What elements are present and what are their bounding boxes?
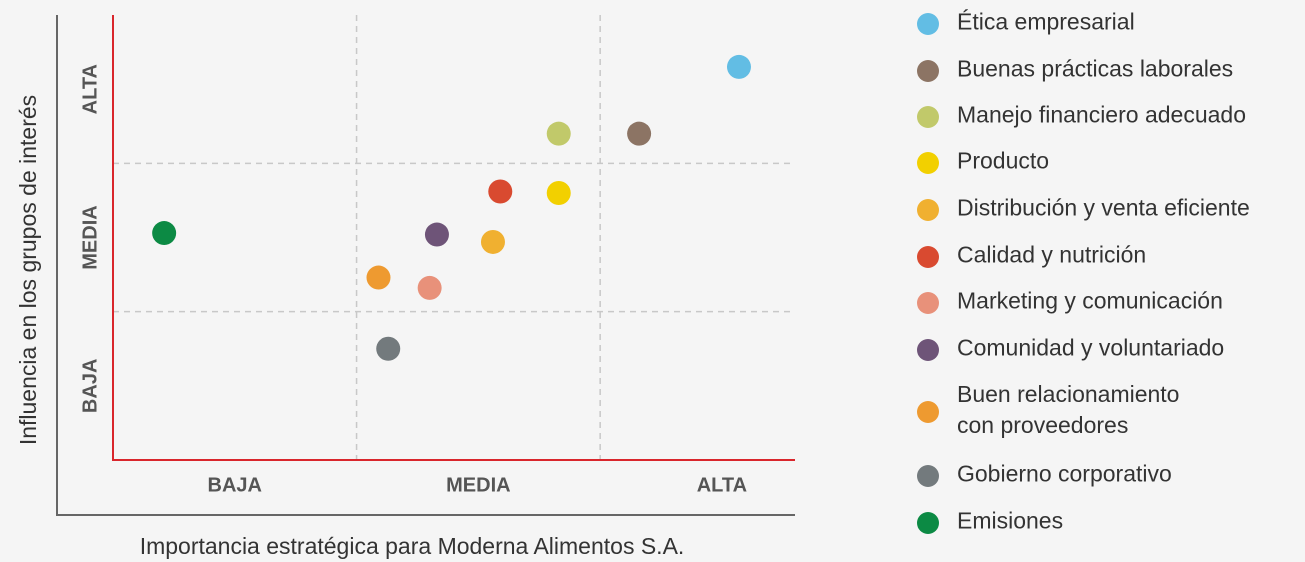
legend-swatch <box>917 152 939 174</box>
legend-label: Marketing y comunicación <box>957 287 1223 314</box>
legend-label: Comunidad y voluntariado <box>957 334 1225 361</box>
point <box>366 265 391 290</box>
point <box>726 54 751 79</box>
legend-swatch <box>917 292 939 314</box>
legend-swatch <box>917 13 939 35</box>
point <box>546 181 571 205</box>
point <box>627 121 652 146</box>
legend-swatch <box>917 401 939 423</box>
legend-swatch <box>917 60 939 82</box>
point <box>480 229 505 254</box>
point <box>376 336 401 361</box>
legend-label: Calidad y nutrición <box>957 241 1147 268</box>
point <box>488 179 513 204</box>
legend-swatch <box>917 465 939 487</box>
legend-swatch <box>917 246 939 268</box>
y-tick-label: BAJA <box>79 359 101 413</box>
x-tick-label: MEDIA <box>446 474 510 496</box>
legend-label: Buen relacionamiento con proveedores <box>957 381 1180 438</box>
legend-swatch <box>917 199 939 221</box>
legend-swatch <box>917 339 939 361</box>
point <box>546 121 571 146</box>
legend-label: Ética empresarial <box>957 8 1135 35</box>
legend-label: Distribución y venta eficiente <box>957 194 1250 221</box>
legend-swatch <box>917 106 939 128</box>
legend-swatch <box>917 512 939 534</box>
y-axis-title: Influencia en los grupos de interés <box>15 95 41 445</box>
x-axis-title: Importancia estratégica para Moderna Ali… <box>140 533 685 559</box>
point <box>152 221 177 246</box>
y-tick-label: ALTA <box>79 64 101 114</box>
y-tick-label: MEDIA <box>79 205 101 269</box>
x-tick-label: BAJA <box>208 474 262 496</box>
point <box>417 275 442 300</box>
legend-label: Manejo financiero adecuado <box>957 101 1246 128</box>
legend-label: Emisiones <box>957 507 1064 534</box>
legend-label: Producto <box>957 147 1050 174</box>
legend-label: Buenas prácticas laborales <box>957 55 1234 82</box>
legend-label: Gobierno corporativo <box>957 460 1172 487</box>
point <box>424 222 449 247</box>
x-tick-label: ALTA <box>697 474 747 496</box>
